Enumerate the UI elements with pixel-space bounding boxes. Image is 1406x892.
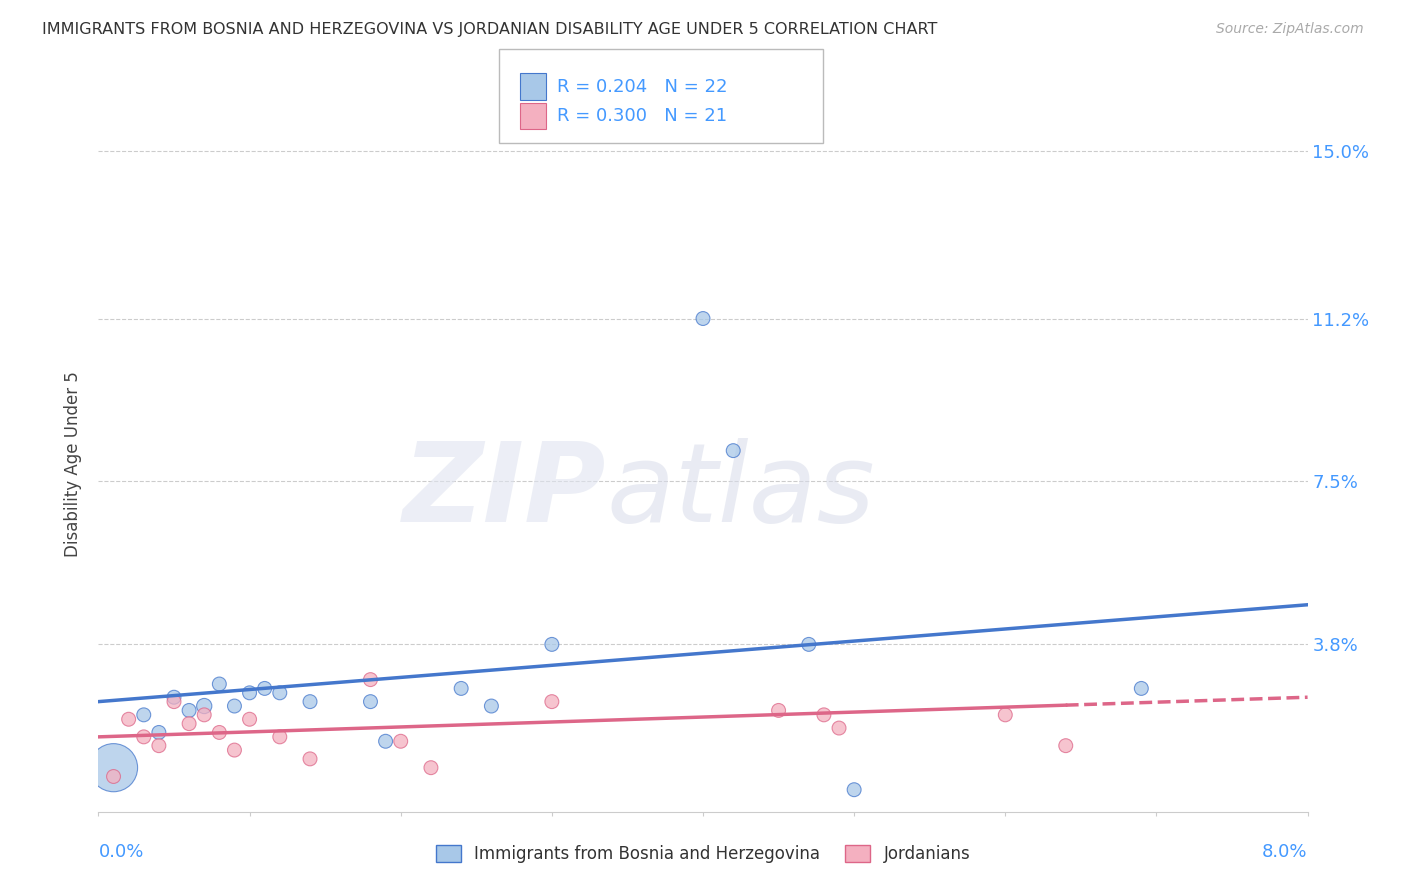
Point <box>269 686 291 700</box>
Text: R = 0.300   N = 21: R = 0.300 N = 21 <box>557 107 727 125</box>
Point <box>224 699 246 714</box>
Point <box>768 703 790 717</box>
Point <box>360 695 382 709</box>
Point <box>118 712 141 726</box>
Point <box>797 637 820 651</box>
Text: atlas: atlas <box>606 438 875 545</box>
Point <box>103 761 125 775</box>
Point <box>193 707 215 722</box>
Point <box>103 770 125 784</box>
Point <box>208 677 231 691</box>
Text: R = 0.204   N = 22: R = 0.204 N = 22 <box>557 78 727 95</box>
Point <box>163 690 186 705</box>
Point <box>253 681 276 696</box>
Point <box>299 695 322 709</box>
Point <box>269 730 291 744</box>
Text: Source: ZipAtlas.com: Source: ZipAtlas.com <box>1216 22 1364 37</box>
Point <box>179 703 201 717</box>
Point <box>1130 681 1153 696</box>
Point <box>193 699 215 714</box>
Point <box>481 699 503 714</box>
Point <box>148 725 170 739</box>
Point <box>541 695 564 709</box>
Point <box>828 721 851 735</box>
Point <box>360 673 382 687</box>
Text: ZIP: ZIP <box>402 438 606 545</box>
Point <box>450 681 472 696</box>
Point <box>239 686 262 700</box>
Point <box>692 311 714 326</box>
Point <box>299 752 322 766</box>
Text: IMMIGRANTS FROM BOSNIA AND HERZEGOVINA VS JORDANIAN DISABILITY AGE UNDER 5 CORRE: IMMIGRANTS FROM BOSNIA AND HERZEGOVINA V… <box>42 22 938 37</box>
Point <box>994 707 1017 722</box>
Point <box>844 782 866 797</box>
Point <box>148 739 170 753</box>
Point <box>163 695 186 709</box>
Point <box>813 707 835 722</box>
Point <box>224 743 246 757</box>
Text: 0.0%: 0.0% <box>98 843 143 861</box>
Point <box>723 443 745 458</box>
Text: 8.0%: 8.0% <box>1263 843 1308 861</box>
Point <box>1054 739 1077 753</box>
Point <box>179 716 201 731</box>
Point <box>541 637 564 651</box>
Point <box>420 761 443 775</box>
Legend: Immigrants from Bosnia and Herzegovina, Jordanians: Immigrants from Bosnia and Herzegovina, … <box>429 838 977 870</box>
Point <box>374 734 396 748</box>
Y-axis label: Disability Age Under 5: Disability Age Under 5 <box>65 371 83 557</box>
Point <box>132 707 155 722</box>
Point <box>239 712 262 726</box>
Point <box>389 734 412 748</box>
Point <box>208 725 231 739</box>
Point <box>132 730 155 744</box>
